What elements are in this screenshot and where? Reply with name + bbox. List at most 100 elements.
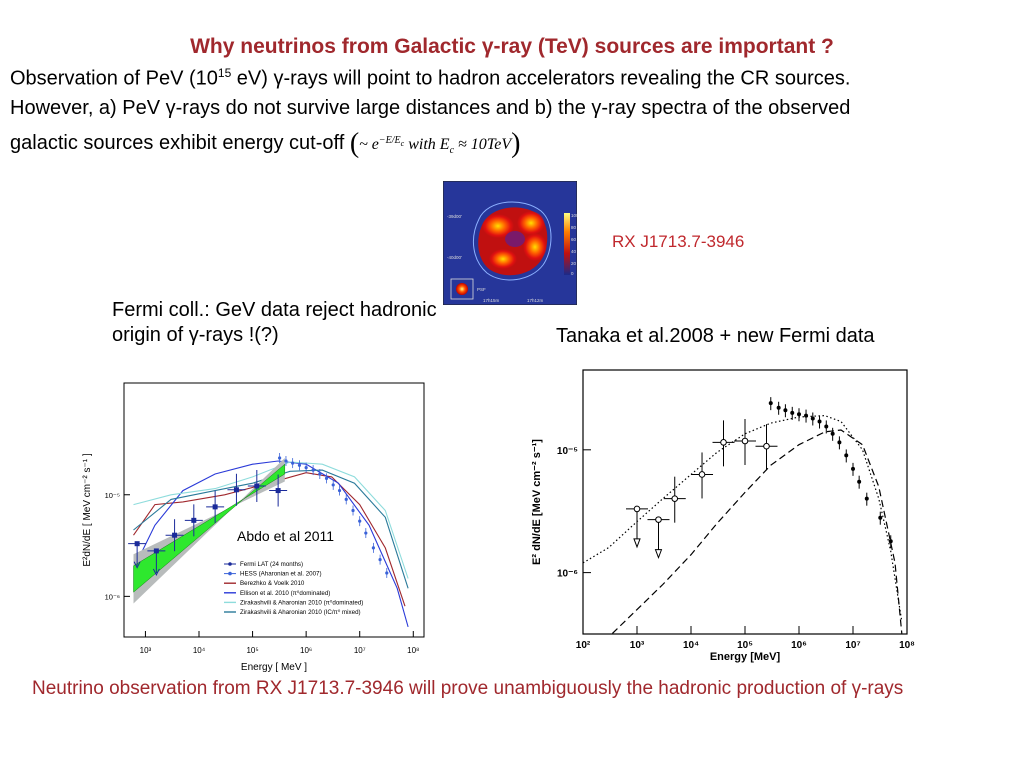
hess-point (304, 466, 308, 470)
hadronic-model-curve (611, 429, 903, 634)
fermi-point (233, 487, 239, 493)
legend-label: Zirakashvili & Aharonian 2010 (IC/π⁰ mix… (240, 609, 361, 616)
dec-label: -39d00' (447, 214, 462, 219)
scale-tick: 100 (571, 213, 577, 218)
x-tick-label: 10³ (140, 646, 152, 655)
hess-point (817, 419, 822, 424)
hess-point (371, 546, 375, 550)
x-tick-label: 10⁵ (737, 640, 753, 651)
formula-rparen: ) (511, 128, 521, 159)
fermi-heading: Fermi coll.: GeV data reject hadronic or… (112, 299, 437, 346)
fermi-point (172, 532, 178, 538)
x-tick-label: 10⁷ (354, 646, 366, 655)
plot-frame (123, 382, 425, 638)
intro-line-3: galactic sources exhibit energy cut-off … (10, 128, 520, 160)
source-label: RX J1713.7-3946 (612, 232, 745, 251)
intro-line-1: Observation of PeV (1015 eV) γ-rays will… (10, 66, 850, 91)
x-tick-label: 10⁵ (246, 646, 258, 655)
fermi-point (633, 505, 641, 513)
hess-point (783, 408, 788, 413)
y-tick-label: 10⁻⁵ (105, 491, 120, 500)
psf-label: PSF (477, 287, 486, 292)
ellison-curve (136, 460, 409, 628)
hess-point (837, 440, 842, 445)
legend-label: Ellison et al. 2010 (π⁰dominated) (240, 590, 330, 597)
fermi-point (275, 488, 281, 494)
hess-point (297, 463, 302, 467)
x-tick-label: 10⁴ (193, 646, 206, 655)
chart-annotation: Abdo et al 2011 (237, 528, 334, 544)
upper-limit-arrow (633, 538, 641, 549)
x-tick-label: 10³ (630, 640, 645, 651)
hess-point (358, 519, 362, 523)
hess-point (385, 571, 389, 575)
conclusion-text: Neutrino observation from RX J1713.7-394… (32, 678, 904, 699)
x-tick-label: 10⁸ (899, 640, 915, 651)
hess-point (857, 479, 862, 484)
y-axis-label: E²dN/dE [ MeV cm⁻² s⁻¹ ] (82, 453, 93, 567)
legend-marker (228, 562, 232, 566)
hess-point (324, 476, 329, 480)
fermi-point (191, 517, 197, 523)
intro-line-1-pre: Observation of PeV (10 (10, 67, 218, 90)
fermi-point (153, 548, 159, 554)
hess-point (284, 459, 288, 463)
legend-label: Berezhko & Voelk 2010 (240, 580, 305, 587)
hess-point (768, 401, 773, 406)
scale-tick: 60 (571, 237, 577, 242)
formula-exp-sub: c (400, 138, 405, 148)
y-tick-label: 10⁻⁶ (105, 592, 120, 601)
hess-point (790, 410, 795, 415)
upper-limit-arrow (133, 561, 141, 569)
x-tick-label: 10² (576, 640, 591, 651)
hess-point (318, 472, 322, 476)
fermi-point (741, 437, 749, 445)
slide-title: Why neutrinos from Galactic γ-ray (TeV) … (190, 35, 834, 58)
tanaka-sed-chart: 10² 10³ 10⁴ 10⁵ 10⁶ 10⁷ 10⁸ 10⁻⁵ 10⁻⁶ Energy [M… (531, 369, 915, 663)
hess-point (824, 424, 829, 429)
fermi-point (254, 483, 260, 489)
fermi-sed-chart: 10³ 10⁴ 10⁵ 10⁶ 10⁷ 10⁸ 10⁻⁵ 10⁻⁶ Abdo et al 2… (82, 382, 425, 673)
sky-map-image: 100 80 60 40 20 0 -39d00' -40d00' PSF 17… (443, 181, 577, 305)
y-tick-label: 10⁻⁵ (557, 446, 578, 457)
formula-tilde: ~ (359, 136, 372, 153)
formula-with: with E (404, 136, 450, 153)
scale-tick: 80 (571, 225, 577, 230)
intro-line-3-text: galactic sources exhibit energy cut-off (10, 132, 345, 154)
zirakashvili-pi0-curve (133, 461, 409, 579)
hess-point (864, 496, 869, 501)
hess-point (378, 558, 382, 562)
legend-label: Fermi LAT (24 months) (240, 561, 303, 568)
intro-line-1-post: eV) γ-rays will point to hadron accelera… (231, 67, 851, 90)
x-axis-label: Energy [ MeV ] (241, 662, 307, 673)
plot-frame (582, 369, 908, 635)
intro-line-2: However, a) PeV γ-rays do not survive la… (10, 97, 851, 119)
x-tick-label: 10⁴ (683, 640, 699, 651)
formula-lparen: ( (349, 128, 360, 159)
legend-marker (228, 571, 232, 576)
hess-point (797, 412, 801, 417)
x-tick-label: 10⁶ (300, 646, 312, 655)
hess-point (776, 405, 781, 410)
tanaka-heading: Tanaka et al.2008 + new Fermi data (556, 325, 875, 347)
fermi-point (655, 516, 662, 523)
fermi-point (134, 541, 140, 547)
berezhko-curve (133, 472, 406, 607)
hess-point (331, 483, 335, 487)
hess-point (830, 431, 835, 436)
y-axis-label: E² dN/dE [MeV cm⁻² s⁻¹] (531, 439, 543, 565)
x-tick-label: 10⁷ (845, 640, 860, 651)
legend-label: HESS (Aharonian et al. 2007) (240, 571, 322, 578)
formula-with-sub: c (449, 145, 455, 157)
hess-point (851, 466, 855, 471)
upper-limit-arrow (654, 549, 663, 560)
hess-point (291, 461, 295, 465)
x-tick-label: 10⁸ (407, 646, 419, 655)
fermi-fit-band (133, 463, 286, 593)
ra-label: 17h15m (483, 298, 500, 303)
ra-label: 17h12m (527, 298, 544, 303)
fermi-point (671, 495, 679, 502)
hess-point (351, 508, 355, 513)
fermi-point (763, 442, 770, 450)
scale-tick: 40 (571, 249, 577, 254)
